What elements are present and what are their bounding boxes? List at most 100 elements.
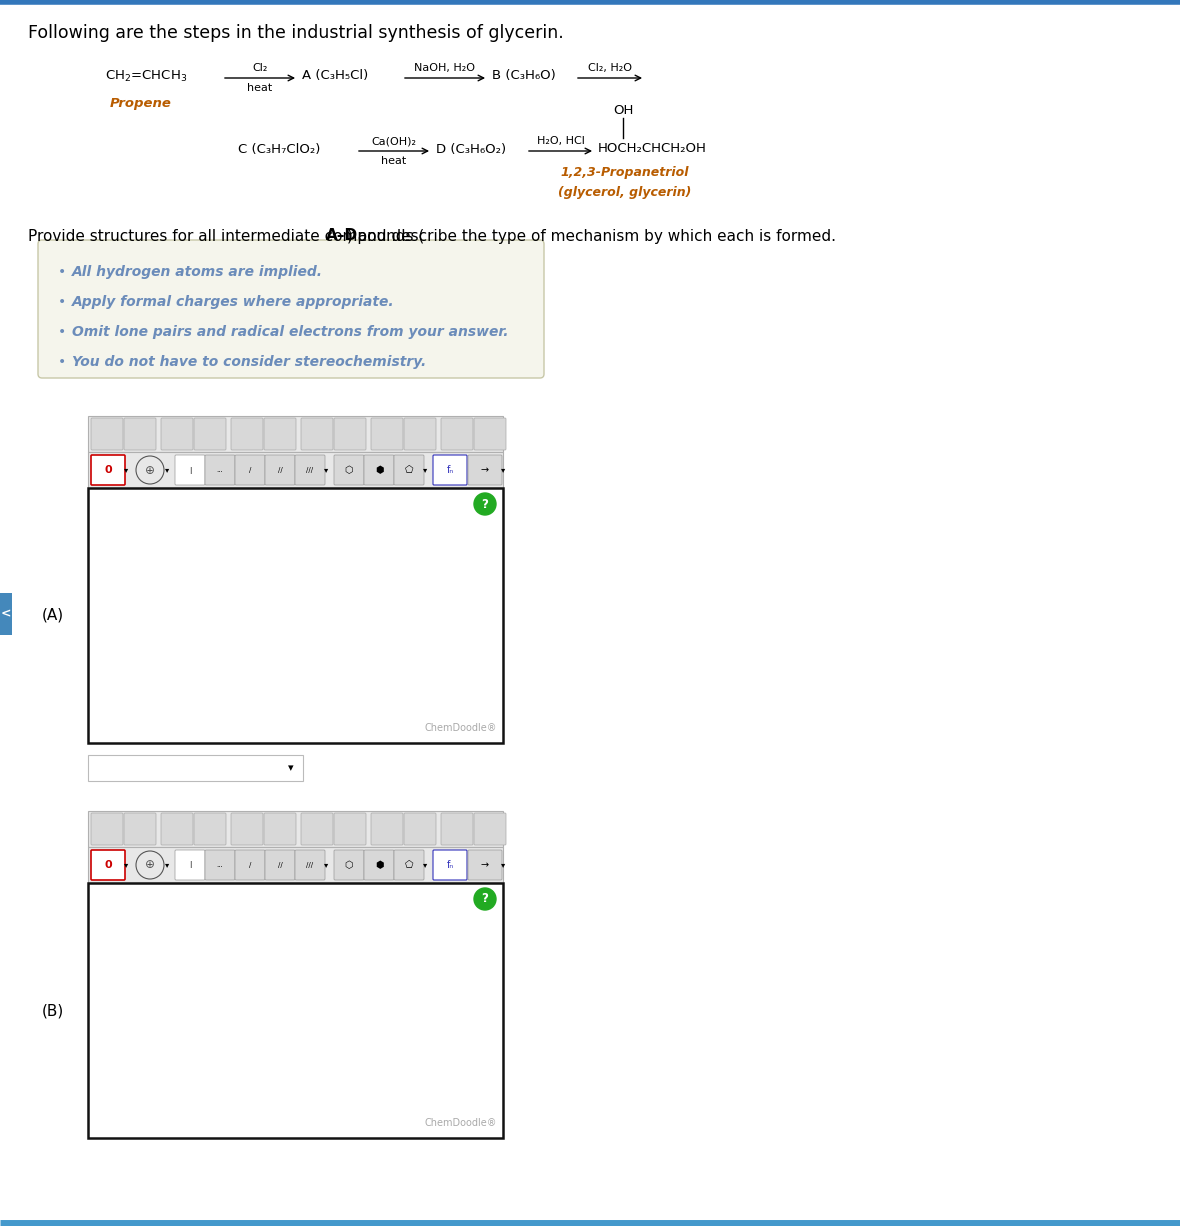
Text: (A): (A) [42, 608, 64, 623]
FancyBboxPatch shape [334, 850, 363, 880]
FancyBboxPatch shape [474, 813, 506, 845]
FancyBboxPatch shape [88, 847, 503, 883]
FancyBboxPatch shape [160, 418, 194, 450]
Text: ///: /// [307, 467, 314, 473]
Text: 1,2,3-Propanetriol: 1,2,3-Propanetriol [560, 166, 689, 179]
FancyBboxPatch shape [231, 418, 263, 450]
Text: 0: 0 [104, 465, 112, 474]
FancyBboxPatch shape [334, 418, 366, 450]
FancyBboxPatch shape [441, 813, 473, 845]
Text: D (C₃H₆O₂): D (C₃H₆O₂) [435, 142, 506, 156]
FancyBboxPatch shape [404, 813, 435, 845]
Text: ⬡: ⬡ [345, 859, 353, 870]
FancyBboxPatch shape [235, 850, 266, 880]
Text: Omit lone pairs and radical electrons from your answer.: Omit lone pairs and radical electrons fr… [72, 325, 509, 340]
FancyBboxPatch shape [394, 850, 424, 880]
Text: /: / [249, 862, 251, 868]
Text: Apply formal charges where appropriate.: Apply formal charges where appropriate. [72, 295, 394, 309]
Text: •: • [58, 356, 66, 369]
Text: ▾: ▾ [124, 861, 129, 869]
FancyBboxPatch shape [404, 418, 435, 450]
Text: A (C₃H₅Cl): A (C₃H₅Cl) [302, 70, 368, 82]
FancyBboxPatch shape [363, 455, 394, 485]
FancyBboxPatch shape [175, 455, 205, 485]
FancyBboxPatch shape [301, 813, 333, 845]
Text: •: • [58, 295, 66, 309]
Circle shape [474, 888, 496, 910]
FancyBboxPatch shape [91, 455, 125, 485]
FancyBboxPatch shape [175, 850, 205, 880]
FancyBboxPatch shape [266, 850, 295, 880]
FancyBboxPatch shape [88, 755, 303, 781]
FancyBboxPatch shape [124, 813, 156, 845]
Text: B (C₃H₆O): B (C₃H₆O) [492, 70, 556, 82]
FancyBboxPatch shape [205, 455, 235, 485]
Text: /: / [249, 467, 251, 473]
Circle shape [474, 493, 496, 515]
FancyBboxPatch shape [264, 418, 296, 450]
FancyBboxPatch shape [88, 416, 503, 452]
Text: ?: ? [481, 498, 489, 510]
Text: A–D: A–D [327, 228, 359, 244]
FancyBboxPatch shape [88, 883, 503, 1138]
Text: HOCH₂CHCH₂OH: HOCH₂CHCH₂OH [598, 142, 707, 156]
Text: fₙ: fₙ [446, 465, 453, 474]
Text: //: // [277, 467, 282, 473]
Text: ▾: ▾ [165, 466, 169, 474]
FancyBboxPatch shape [88, 488, 503, 743]
FancyBboxPatch shape [266, 455, 295, 485]
Text: heat: heat [381, 156, 407, 166]
FancyBboxPatch shape [433, 850, 467, 880]
FancyBboxPatch shape [441, 418, 473, 450]
Text: (B): (B) [42, 1003, 64, 1018]
Text: 0: 0 [104, 859, 112, 870]
Text: ▾: ▾ [124, 466, 129, 474]
Text: CH$_2$=CHCH$_3$: CH$_2$=CHCH$_3$ [105, 69, 188, 83]
FancyBboxPatch shape [371, 418, 404, 450]
Text: fₙ: fₙ [446, 859, 453, 870]
Text: ▾: ▾ [500, 466, 505, 474]
FancyBboxPatch shape [231, 813, 263, 845]
Text: •: • [58, 325, 66, 340]
Text: All hydrogen atoms are implied.: All hydrogen atoms are implied. [72, 265, 323, 280]
Text: Ca(OH)₂: Ca(OH)₂ [372, 136, 417, 146]
Text: Cl₂, H₂O: Cl₂, H₂O [588, 63, 632, 74]
Text: |: | [189, 862, 191, 868]
FancyBboxPatch shape [295, 850, 324, 880]
FancyBboxPatch shape [334, 455, 363, 485]
FancyBboxPatch shape [194, 813, 227, 845]
FancyBboxPatch shape [124, 418, 156, 450]
FancyBboxPatch shape [433, 455, 467, 485]
Text: You do not have to consider stereochemistry.: You do not have to consider stereochemis… [72, 356, 426, 369]
Text: |: | [189, 467, 191, 473]
FancyBboxPatch shape [468, 455, 502, 485]
Text: ///: /// [307, 862, 314, 868]
FancyBboxPatch shape [160, 813, 194, 845]
Text: ▾: ▾ [422, 466, 427, 474]
FancyBboxPatch shape [468, 850, 502, 880]
Text: H₂O, HCl: H₂O, HCl [537, 136, 584, 146]
FancyBboxPatch shape [264, 813, 296, 845]
Text: ...: ... [217, 467, 223, 473]
Text: ...: ... [217, 862, 223, 868]
Text: ⊕: ⊕ [145, 858, 155, 872]
Text: NaOH, H₂O: NaOH, H₂O [414, 63, 476, 74]
FancyBboxPatch shape [334, 813, 366, 845]
Text: ⬡: ⬡ [345, 465, 353, 474]
Text: •: • [58, 265, 66, 280]
Text: Propene: Propene [110, 98, 172, 110]
FancyBboxPatch shape [38, 240, 544, 378]
Text: ⬢: ⬢ [375, 465, 384, 474]
FancyBboxPatch shape [91, 850, 125, 880]
Text: (glycerol, glycerin): (glycerol, glycerin) [558, 186, 691, 199]
Text: <: < [1, 608, 12, 620]
FancyBboxPatch shape [363, 850, 394, 880]
Text: ⬢: ⬢ [375, 859, 384, 870]
Text: ▾: ▾ [323, 466, 328, 474]
FancyBboxPatch shape [371, 813, 404, 845]
Text: Cl₂: Cl₂ [253, 63, 268, 74]
Text: ▾: ▾ [422, 861, 427, 869]
FancyBboxPatch shape [474, 418, 506, 450]
FancyBboxPatch shape [235, 455, 266, 485]
FancyBboxPatch shape [91, 418, 123, 450]
